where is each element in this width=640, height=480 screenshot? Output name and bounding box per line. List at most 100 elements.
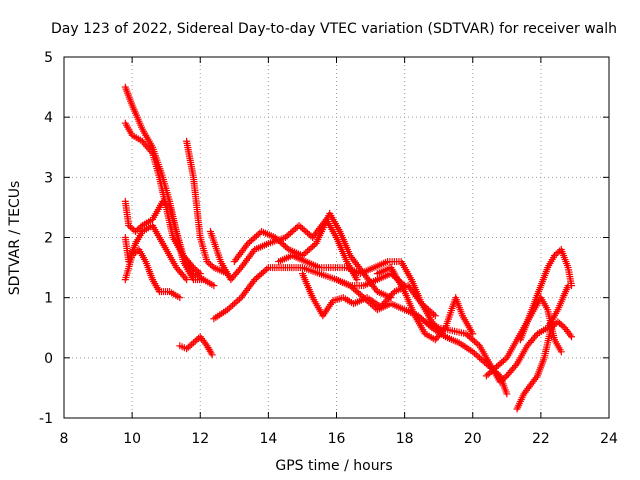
data-point [428,309,436,317]
data-point [487,367,495,375]
data-point [191,265,199,273]
data-point [244,240,252,248]
data-point [276,238,284,246]
data-point [184,343,192,351]
data-point [489,366,497,374]
data-point [251,276,259,284]
data-point [126,223,134,231]
data-point [348,283,356,291]
data-point [254,273,262,281]
data-point [224,306,231,314]
data-point [208,262,216,270]
data-point [195,268,203,276]
data-point [261,267,269,275]
data-point [230,300,238,308]
x-tick-label: 20 [464,431,482,447]
series-track-2 [121,119,204,278]
data-point [430,310,438,318]
data-point [472,351,480,359]
data-point [310,241,318,249]
data-point [252,232,260,240]
data-point [234,297,242,305]
data-point [499,375,507,383]
data-point [465,333,473,341]
data-point [498,358,506,366]
data-point [423,304,431,312]
data-point [482,372,490,380]
data-point [132,227,140,235]
data-point [353,288,361,296]
data-point [188,262,196,270]
series-track-17 [513,318,576,413]
data-point [356,291,364,299]
data-point [469,348,477,356]
data-point [503,390,511,398]
data-point [283,232,291,240]
data-point [551,252,558,260]
data-point [304,247,312,255]
data-point [246,238,254,246]
data-point [191,337,199,345]
data-point [281,234,289,241]
data-point [501,373,509,381]
data-point [370,303,378,311]
data-point [292,224,300,232]
data-point [160,199,168,207]
x-tick-label: 22 [532,431,550,447]
data-point [491,364,499,372]
data-point [302,227,310,235]
data-point [298,224,306,232]
data-point [258,270,266,278]
data-point [467,334,475,342]
y-tick-label: 4 [44,110,53,126]
data-point [176,294,184,302]
data-point [498,376,506,384]
data-point [494,361,502,369]
data-point [147,148,155,156]
data-point [557,348,565,356]
data-point [501,355,509,363]
data-point [278,240,286,248]
data-point [421,303,429,311]
data-point [259,268,267,276]
data-point [351,286,359,294]
data-point [474,352,482,360]
data-point [285,230,293,238]
data-point [486,369,494,377]
data-point [300,250,308,258]
data-point [499,357,507,365]
data-point [556,319,564,327]
data-point [363,297,371,305]
data-point [256,271,264,279]
data-point [159,197,167,205]
data-point [470,337,478,345]
data-point [193,267,201,275]
data-point [476,354,484,362]
data-point [559,322,567,330]
data-point [186,342,194,350]
data-point [355,289,363,297]
data-point [304,229,312,237]
data-point [424,306,432,314]
data-point [208,351,216,359]
data-point [367,300,375,308]
data-point [200,276,208,284]
data-point [247,237,255,245]
data-point [206,261,214,269]
data-point [137,223,145,231]
data-point [305,230,313,238]
data-point [386,293,394,301]
data-point [477,355,485,363]
data-point [493,363,501,371]
data-point [236,265,244,273]
series-track-12 [298,270,439,320]
data-point [353,276,361,284]
data-point [302,249,310,257]
data-point [419,301,427,309]
series-track-14 [373,264,477,344]
data-point [288,227,296,235]
data-point [189,264,197,272]
data-point [280,241,288,249]
data-point [552,250,560,258]
